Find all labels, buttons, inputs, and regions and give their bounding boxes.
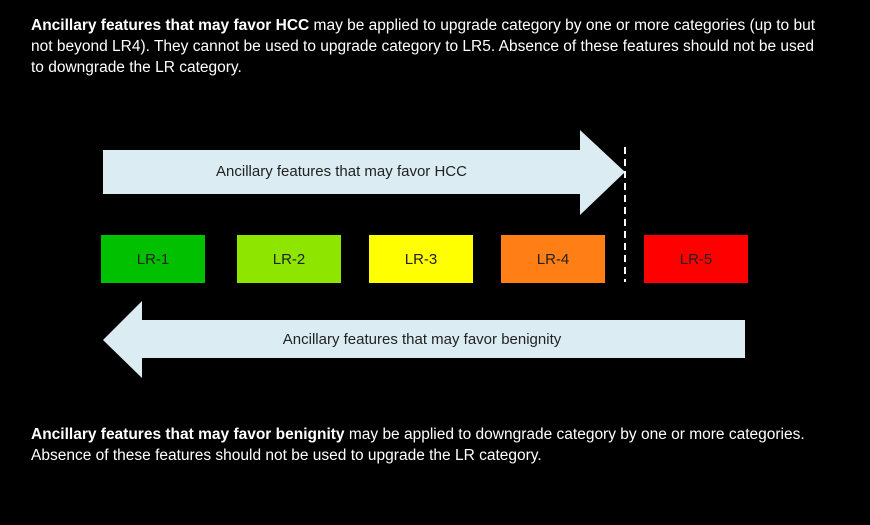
benignity-arrow: [103, 301, 745, 378]
hcc-arrow: [103, 130, 625, 215]
lr-5-box: LR-5: [644, 235, 748, 283]
lr-3-box: LR-3: [369, 235, 473, 283]
top-description: Ancillary features that may favor HCC ma…: [31, 15, 831, 78]
lr-2-box: LR-2: [237, 235, 341, 283]
top-description-bold: Ancillary features that may favor HCC: [31, 17, 310, 34]
bottom-description: Ancillary features that may favor benign…: [31, 424, 831, 466]
lr-4-box: LR-4: [501, 235, 605, 283]
top-description-rest: may be applied to upgrade category by on…: [31, 17, 816, 76]
benignity-arrow-label: Ancillary features that may favor benign…: [282, 331, 562, 348]
bottom-description-bold: Ancillary features that may favor benign…: [31, 426, 345, 443]
lr-1-box: LR-1: [101, 235, 205, 283]
bottom-description-rest: may be applied to downgrade category by …: [31, 426, 805, 464]
hcc-arrow-label: Ancillary features that may favor HCC: [216, 163, 467, 180]
